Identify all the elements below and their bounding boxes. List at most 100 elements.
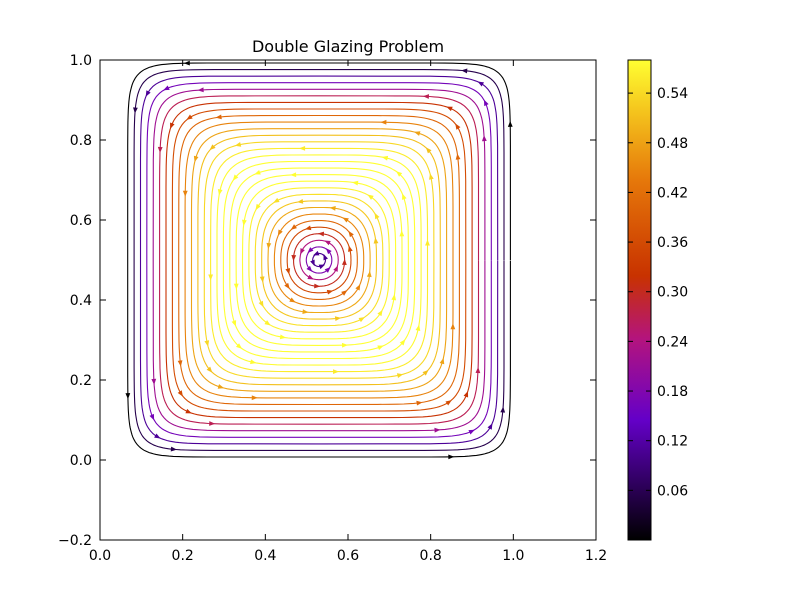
streamline-arrow	[185, 408, 192, 414]
streamline	[133, 69, 505, 451]
streamline-arrow	[391, 294, 397, 301]
x-tick-label: 0.6	[337, 548, 359, 564]
streamline-arrow	[416, 400, 423, 406]
streamline-arrow	[125, 393, 131, 400]
streamline-arrow	[446, 106, 453, 112]
streamline-arrow	[475, 367, 481, 374]
x-tick-label: 0.0	[89, 548, 111, 564]
x-tick-label: 1.0	[502, 548, 524, 564]
colorbar-tick-label: 0.36	[657, 235, 688, 251]
streamline	[152, 88, 486, 432]
streamline-arrow	[297, 198, 304, 204]
streamline	[293, 233, 346, 287]
streamline-arrow	[374, 212, 380, 220]
streamline	[184, 121, 454, 399]
streamline-arrow	[348, 230, 354, 238]
streamline	[178, 114, 460, 406]
streamline	[171, 108, 467, 412]
streamline-arrow	[414, 131, 421, 136]
colorbar-tick-label: 0.42	[657, 185, 688, 201]
streamline-arrow	[477, 81, 485, 87]
streamline-arrow	[145, 90, 151, 97]
streamline-arrow	[317, 231, 325, 237]
streamline	[159, 95, 480, 425]
streamline-arrow	[300, 248, 305, 255]
colorbar-tick-label: 0.06	[657, 483, 688, 499]
streamline-arrow	[329, 205, 336, 211]
y-tick-label: 0.8	[70, 133, 92, 149]
streamline	[203, 141, 435, 379]
streamline-arrow	[197, 87, 204, 93]
streamline-arrow	[304, 225, 312, 231]
streamline-arrow	[235, 343, 243, 349]
streamline-arrow	[323, 253, 328, 261]
streamline-arrow	[291, 254, 297, 262]
streamline-arrow	[455, 123, 461, 130]
streamline	[305, 246, 333, 274]
streamline-arrow	[342, 217, 349, 223]
streamline	[139, 75, 499, 445]
streamline-arrow	[307, 247, 314, 254]
streamline-arrow	[302, 309, 309, 315]
streamline-arrow	[507, 120, 513, 127]
colorbar-tick-label: 0.48	[657, 136, 688, 152]
streamline-arrow	[182, 190, 188, 197]
streamline	[286, 226, 352, 294]
y-tick-label: 0.0	[70, 453, 92, 469]
streamline-arrow	[290, 224, 297, 230]
streamline-arrow	[355, 284, 361, 291]
streamline-arrow	[277, 229, 283, 236]
streamline-arrow	[425, 147, 432, 154]
chart-title: Double Glazing Problem	[252, 37, 444, 56]
streamline-arrow	[284, 282, 290, 290]
streamline-arrow	[481, 135, 487, 142]
streamline	[210, 147, 429, 373]
streamline-arrow	[396, 373, 404, 378]
streamline-arrow	[348, 245, 353, 252]
streamline-arrow	[341, 342, 349, 348]
y-tick-label: 1.0	[70, 53, 92, 69]
streamline-arrow	[290, 172, 297, 178]
streamline-arrow	[377, 345, 384, 351]
streamline-arrow	[333, 369, 340, 375]
streamline-arrow	[232, 174, 239, 181]
streamline-arrow	[273, 197, 280, 203]
streamline-arrow	[217, 189, 223, 196]
streamline-arrow	[233, 283, 239, 290]
colorbar: 0.06 0.12 0.18 0.24 0.30 0.36 0.42 0.48 0.54	[627, 59, 688, 541]
streamline	[197, 134, 441, 386]
streamline-arrow	[399, 339, 406, 346]
streamline-arrow	[341, 290, 348, 296]
streamline-arrow	[306, 265, 313, 272]
y-tick-label: 0.6	[70, 213, 92, 229]
streamline	[241, 180, 397, 340]
colorbar-frame	[627, 59, 652, 541]
colorbar-tick-label: 0.12	[657, 434, 688, 450]
streamline	[146, 82, 492, 438]
streamline-arrow	[259, 276, 265, 283]
streamline-arrow	[422, 94, 430, 99]
streamline-arrow	[313, 250, 320, 256]
y-axis: −0.2 0.0 0.2 0.4 0.6 0.8 1.0	[58, 53, 596, 549]
streamline-arrow	[461, 68, 468, 74]
streamline-arrow	[209, 144, 216, 151]
streamline-arrow	[151, 378, 157, 385]
streamline-arrow	[334, 316, 342, 322]
streamlines	[125, 60, 513, 460]
streamline-arrow	[264, 320, 271, 326]
colorbar-tick-label: 0.30	[657, 285, 688, 301]
streamline-arrow	[415, 324, 421, 331]
streamline-arrow	[445, 400, 452, 406]
streamline-arrow	[483, 99, 489, 107]
streamline-arrow	[439, 357, 445, 365]
colorbar-tick-label: 0.18	[657, 384, 688, 400]
streamline-arrow	[450, 323, 456, 330]
streamline-arrow	[170, 122, 175, 129]
streamline	[235, 174, 403, 346]
streamline-arrow	[285, 268, 291, 275]
streamline-arrow	[206, 366, 213, 373]
streamline-arrow	[133, 107, 138, 114]
streamline-arrow	[326, 289, 334, 295]
streamline-arrow	[314, 283, 321, 289]
streamline-arrow	[434, 427, 441, 433]
